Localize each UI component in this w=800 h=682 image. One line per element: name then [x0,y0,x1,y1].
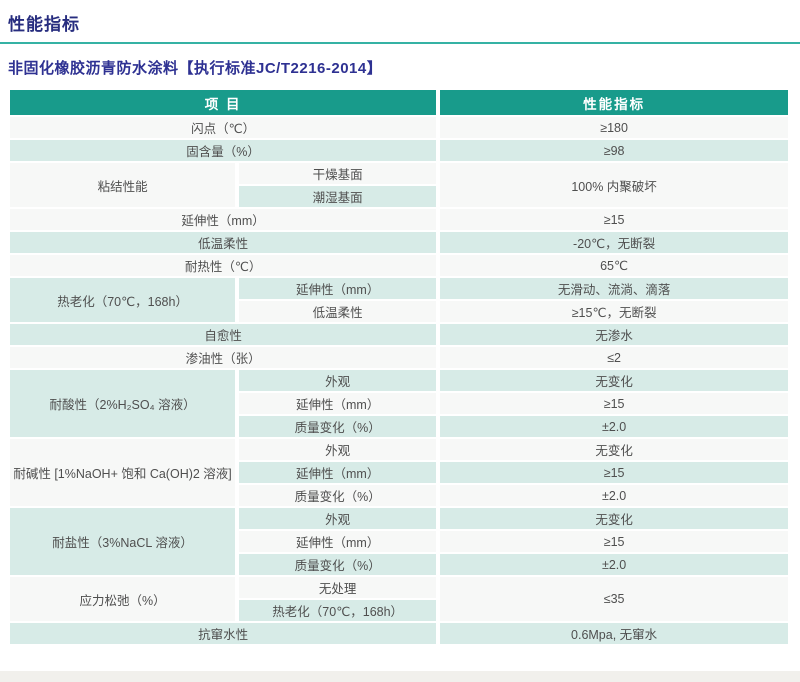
row-value: 65℃ [440,255,788,276]
row-label: 抗窜水性 [10,623,437,644]
row-value: 0.6Mpa, 无窜水 [440,623,788,644]
page-subtitle: 非固化橡胶沥青防水涂料【执行标准JC/T2216-2014】 [8,60,383,77]
row-label: 耐盐性（3%NaCL 溶液） [10,508,236,575]
row-acid-mass-change: 质量变化（%） ±2.0 [10,416,788,437]
row-sublabel: 外观 [239,439,437,460]
row-sublabel: 无处理 [239,577,437,598]
row-sublabel: 潮湿基面 [239,186,437,207]
title-underline [0,42,800,44]
row-stress-relaxation-aged: 热老化（70℃，168h） [10,600,788,621]
row-label: 耐碱性 [1%NaOH+ 饱和 Ca(OH)2 溶液] [10,439,236,506]
row-label: 耐热性（℃） [10,255,437,276]
row-sublabel: 外观 [239,370,437,391]
row-value: ≥15 [440,531,788,552]
row-label: 耐酸性（2%H₂SO₄ 溶液） [10,370,236,437]
row-value: 无渗水 [440,324,788,345]
row-alkali-appearance: 耐碱性 [1%NaOH+ 饱和 Ca(OH)2 溶液] 外观 无变化 [10,439,788,506]
row-heat-resistance: 耐热性（℃） 65℃ [10,255,788,276]
row-label: 低温柔性 [10,232,437,253]
row-value: ≤35 [440,577,788,621]
page-title: 性能指标 [8,15,80,34]
row-oil-penetration: 渗油性（张） ≤2 [10,347,788,368]
row-sublabel: 质量变化（%） [239,416,437,437]
row-value: ≥98 [440,140,788,161]
row-acid-appearance: 耐酸性（2%H₂SO₄ 溶液） 外观 无变化 [10,370,788,437]
row-label: 粘结性能 [10,163,236,207]
row-value: 无变化 [440,439,788,460]
row-heat-aging-elongation: 热老化（70℃，168h） 延伸性（mm） 无滑动、流淌、滴落 [10,278,788,322]
row-value: ≥15 [440,393,788,414]
row-salt-appearance: 耐盐性（3%NaCL 溶液） 外观 无变化 [10,508,788,575]
bottom-strip [0,671,800,682]
col-header-spec: 性能指标 [440,90,788,115]
col-header-item: 项 目 [10,90,437,115]
row-value: ≥180 [440,117,788,138]
row-sublabel: 热老化（70℃，168h） [239,600,437,621]
row-sublabel: 外观 [239,508,437,529]
row-sublabel: 低温柔性 [239,301,437,322]
row-salt-elongation: 延伸性（mm） ≥15 [10,531,788,552]
row-low-temp-flexibility: 低温柔性 -20℃，无断裂 [10,232,788,253]
row-value: ±2.0 [440,416,788,437]
row-self-healing: 自愈性 无渗水 [10,324,788,345]
row-sublabel: 质量变化（%） [239,485,437,506]
row-value: -20℃，无断裂 [440,232,788,253]
spec-table: 项 目 性能指标 闪点（℃） ≥180 固含量（%） ≥98 粘结性能 干燥基面… [6,88,792,646]
row-water-channeling: 抗窜水性 0.6Mpa, 无窜水 [10,623,788,644]
row-bonding-wet: 潮湿基面 [10,186,788,207]
row-sublabel: 延伸性（mm） [239,278,437,299]
row-value: ≥15℃，无断裂 [440,301,788,322]
row-sublabel: 延伸性（mm） [239,462,437,483]
row-value: 100% 内聚破坏 [440,163,788,207]
row-flash-point: 闪点（℃） ≥180 [10,117,788,138]
row-salt-mass-change: 质量变化（%） ±2.0 [10,554,788,575]
row-alkali-mass-change: 质量变化（%） ±2.0 [10,485,788,506]
row-value: ±2.0 [440,554,788,575]
row-label: 固含量（%） [10,140,437,161]
row-stress-relaxation-untreated: 应力松弛（%） 无处理 ≤35 [10,577,788,621]
row-acid-elongation: 延伸性（mm） ≥15 [10,393,788,414]
row-value: ≥15 [440,209,788,230]
row-value: ≥15 [440,462,788,483]
row-value: ±2.0 [440,485,788,506]
row-sublabel: 延伸性（mm） [239,531,437,552]
row-label: 延伸性（mm） [10,209,437,230]
row-label: 自愈性 [10,324,437,345]
row-label: 渗油性（张） [10,347,437,368]
row-value: 无变化 [440,370,788,391]
row-bonding-dry: 粘结性能 干燥基面 100% 内聚破坏 [10,163,788,207]
row-sublabel: 干燥基面 [239,163,437,184]
row-alkali-elongation: 延伸性（mm） ≥15 [10,462,788,483]
row-heat-aging-flexibility: 低温柔性 ≥15℃，无断裂 [10,301,788,322]
row-label: 应力松弛（%） [10,577,236,621]
row-sublabel: 延伸性（mm） [239,393,437,414]
table-header-row: 项 目 性能指标 [10,90,788,115]
row-label: 热老化（70℃，168h） [10,278,236,322]
row-label: 闪点（℃） [10,117,437,138]
row-elongation: 延伸性（mm） ≥15 [10,209,788,230]
row-value: 无滑动、流淌、滴落 [440,278,788,299]
row-solid-content: 固含量（%） ≥98 [10,140,788,161]
row-value: ≤2 [440,347,788,368]
row-sublabel: 质量变化（%） [239,554,437,575]
row-value: 无变化 [440,508,788,529]
